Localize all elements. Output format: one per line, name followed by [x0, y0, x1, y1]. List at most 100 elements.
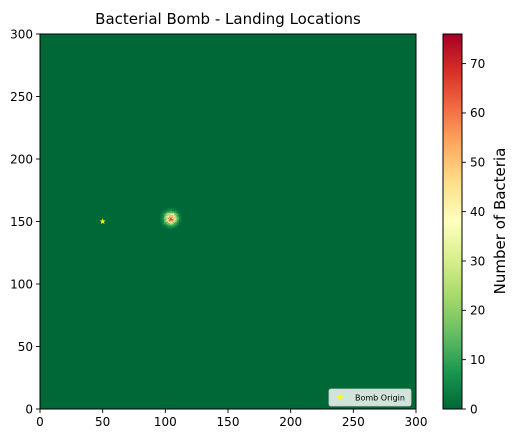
heatmap-cell [164, 221, 166, 223]
heatmap-cell [172, 211, 175, 213]
heatmap-cell [170, 227, 172, 230]
heatmap-cell [171, 222, 173, 225]
heatmap-cell [175, 207, 177, 210]
y-tick-label: 300 [10, 27, 33, 41]
colorbar: 0 10 20 30 40 50 60 70 Number of Bacteria [442, 33, 509, 416]
heatmap-cell [172, 222, 175, 225]
heatmap-cell [166, 217, 168, 220]
heatmap-cell [167, 222, 170, 225]
heatmap-cell [165, 226, 167, 228]
heatmap-cell [172, 220, 175, 222]
heatmap-cell [174, 215, 176, 217]
heatmap-cell [171, 211, 173, 213]
heatmap-cell [179, 217, 181, 220]
x-tick-label: 0 [36, 415, 44, 429]
heatmap-cell [167, 220, 170, 222]
heatmap-cell [164, 215, 166, 217]
heatmap-cell [175, 221, 177, 223]
heatmap-cell [169, 225, 171, 227]
heatmap-cell [179, 224, 181, 226]
heatmap-cell [174, 221, 176, 223]
heatmap-cell [171, 225, 173, 227]
heatmap-cell [175, 211, 177, 213]
heatmap-cell [172, 215, 175, 217]
heatmap-cell [160, 220, 162, 222]
heatmap-cell [180, 212, 182, 215]
heatmap-cell [169, 215, 171, 217]
heatmap-cell [169, 221, 171, 223]
heatmap-cell [164, 220, 166, 222]
heatmap-cell [171, 226, 173, 228]
heatmap-cell [161, 221, 163, 223]
heatmap-cell [180, 216, 182, 218]
heatmap-background [40, 34, 416, 409]
heatmap-cell [175, 210, 177, 212]
heatmap-cell [174, 207, 176, 210]
heatmap-cell [175, 225, 177, 227]
heatmap-cell [172, 214, 175, 216]
heatmap-cell [167, 227, 170, 230]
heatmap-cell [180, 219, 182, 221]
colorbar-gradient [442, 33, 463, 410]
heatmap-cell [176, 215, 178, 217]
heatmap-cell [169, 224, 171, 226]
colorbar-tick-label: 10 [470, 353, 485, 367]
heatmap-cell [170, 215, 172, 217]
heatmap-cell [171, 217, 173, 220]
heatmap-cell [172, 221, 175, 223]
heatmap-cell [161, 220, 163, 222]
heatmap-cell [172, 225, 175, 227]
heatmap-cell [169, 212, 171, 215]
heatmap-cell [167, 212, 170, 215]
heatmap-cell [161, 212, 163, 215]
heatmap-cell [165, 220, 167, 222]
heatmap-cell [172, 209, 175, 211]
heatmap-cell [176, 217, 178, 220]
heatmap-cell [167, 224, 170, 226]
heatmap-cell [177, 211, 180, 213]
heatmap-cell [159, 217, 161, 220]
heatmap-cell [170, 217, 172, 220]
heatmap-cell [175, 214, 177, 216]
y-axis: 0 50 100 150 200 250 300 [10, 27, 40, 416]
heatmap-cell [166, 227, 168, 230]
heatmap-cell [170, 221, 172, 223]
heatmap-cell [162, 215, 165, 217]
colorbar-tick-label: 30 [470, 254, 485, 268]
heatmap-cell [164, 216, 166, 218]
heatmap-cell [166, 222, 168, 225]
origin-layer [99, 218, 106, 225]
heatmap-cell [160, 212, 162, 215]
heatmap-cell [160, 219, 162, 221]
heatmap-cell [164, 224, 166, 226]
heatmap-cell [165, 224, 167, 226]
heatmap-cell [171, 212, 173, 215]
heatmap-cell [174, 210, 176, 212]
heatmap-cell [170, 207, 172, 210]
heatmap-cell [174, 211, 176, 213]
heatmap-cell [179, 214, 181, 216]
plot-area [39, 33, 417, 410]
heatmap-cell [164, 210, 166, 212]
heatmap-cell [179, 219, 181, 221]
heatmap-cell [177, 215, 180, 217]
heatmap-cell [166, 224, 168, 226]
heatmap-cell [162, 210, 165, 212]
heatmap-cell [170, 229, 172, 231]
heatmap-cell [166, 211, 168, 213]
colorbar-ticks: 0 10 20 30 40 50 60 70 [462, 57, 485, 416]
heatmap-cell [171, 227, 173, 230]
heatmap-cell [161, 222, 163, 225]
y-tick-label: 150 [10, 215, 33, 229]
heatmap-cell [167, 209, 170, 211]
heatmap-cell [164, 211, 166, 213]
heatmap-cell [172, 207, 175, 210]
heatmap-cell [177, 220, 180, 222]
heatmap-cell [166, 210, 168, 212]
heatmap-cell [166, 221, 168, 223]
heatmap-cell [175, 219, 177, 221]
x-axis: 0 50 100 150 200 250 300 [36, 409, 427, 429]
heatmap-cell [177, 222, 180, 225]
heatmap-cell [164, 222, 166, 225]
y-tick-label: 200 [10, 152, 33, 166]
